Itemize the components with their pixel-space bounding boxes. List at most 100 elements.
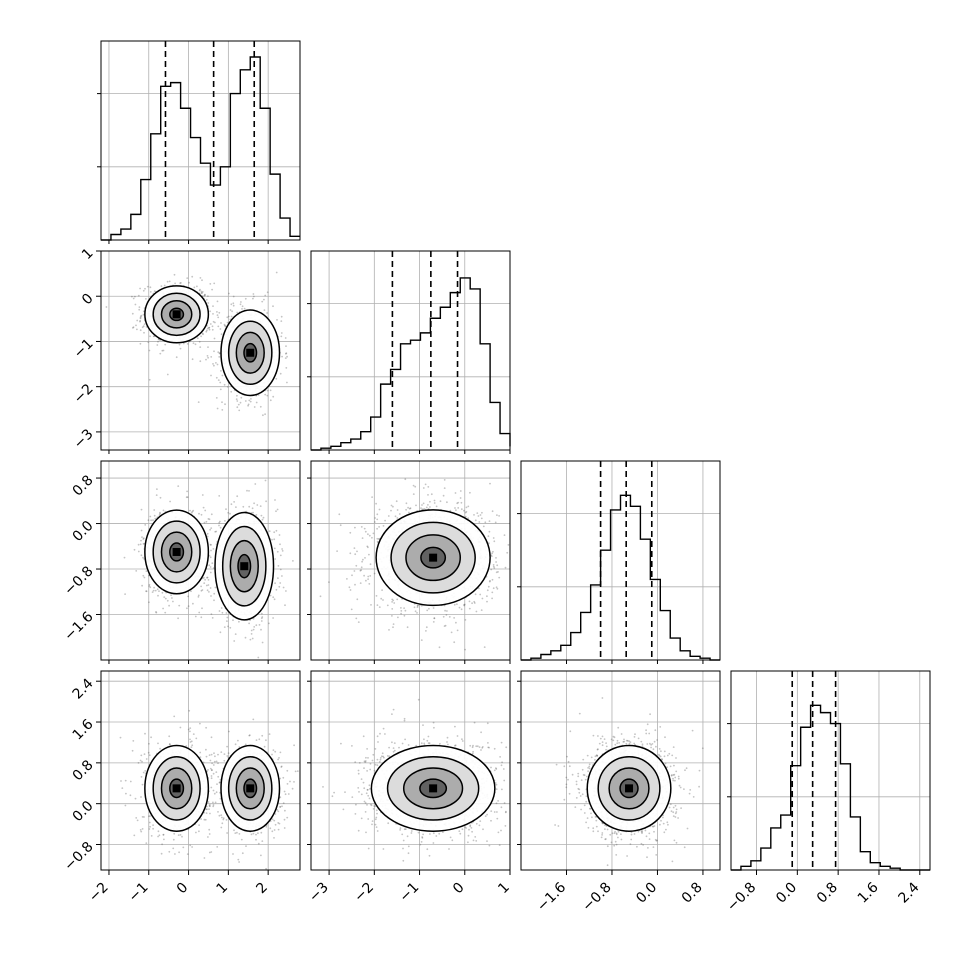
scatter-point: [378, 508, 381, 511]
scatter-point: [135, 570, 138, 572]
scatter-point: [468, 607, 471, 610]
contour-line: [235, 331, 265, 374]
scatter-point: [139, 319, 142, 322]
scatter-point: [396, 509, 399, 511]
scatter-point: [448, 616, 451, 618]
scatter-point: [464, 619, 467, 621]
scatter-point: [207, 346, 209, 348]
scatter-point: [375, 595, 378, 597]
scatter-point: [131, 312, 134, 315]
scatter-point: [132, 326, 135, 329]
contour-line: [169, 542, 185, 562]
scatter-point: [257, 656, 260, 659]
scatter-point: [137, 762, 140, 764]
scatter-point: [272, 395, 275, 398]
contour-line: [160, 300, 193, 329]
scatter-point: [141, 828, 144, 830]
scatter-point: [148, 742, 150, 745]
scatter-point: [512, 592, 514, 594]
scatter-point: [206, 576, 208, 579]
scatter-point: [275, 377, 278, 380]
scatter-point: [164, 343, 167, 346]
scatter-point: [408, 511, 410, 514]
scatter-point: [192, 733, 195, 735]
scatter-point: [216, 363, 219, 366]
contour-line: [152, 520, 201, 584]
scatter-point: [284, 357, 287, 359]
scatter-point: [150, 835, 153, 837]
scatter-point: [235, 398, 238, 401]
scatter-point: [137, 543, 140, 546]
scatter-point: [491, 552, 493, 555]
scatter-point: [212, 805, 215, 808]
scatter-point: [279, 554, 282, 557]
scatter-point: [200, 589, 203, 592]
scatter-point: [218, 521, 221, 524]
scatter-point: [186, 853, 189, 855]
panel-frame: [310, 250, 511, 451]
scatter-point: [132, 297, 135, 300]
scatter-point: [368, 583, 371, 585]
scatter-point: [391, 608, 394, 610]
scatter-point: [139, 329, 142, 332]
scatter-point: [480, 517, 483, 520]
scatter-point: [268, 622, 270, 625]
scatter-point: [145, 758, 148, 760]
scatter-point: [161, 843, 164, 846]
scatter-point: [477, 515, 480, 517]
scatter-point: [284, 604, 286, 607]
scatter-point: [187, 595, 190, 598]
scatter-point: [209, 812, 211, 815]
scatter-point: [376, 537, 379, 540]
scatter-point: [232, 302, 235, 305]
scatter-point: [188, 709, 191, 712]
scatter-point: [454, 507, 456, 509]
scatter-point: [212, 801, 214, 804]
scatter-point: [197, 401, 200, 403]
scatter-point: [208, 518, 211, 521]
scatter-point: [367, 533, 369, 536]
scatter-point: [142, 771, 145, 774]
scatter-point: [285, 367, 288, 369]
scatter-point: [408, 507, 411, 510]
scatter-point: [373, 572, 376, 575]
scatter-point: [141, 816, 144, 818]
scatter-point: [469, 491, 471, 494]
scatter-point: [253, 295, 255, 298]
scatter-point: [215, 362, 217, 364]
scatter-point: [444, 624, 447, 627]
scatter-point: [281, 550, 284, 552]
scatter-point: [261, 518, 264, 521]
scatter-point: [177, 485, 180, 487]
scatter-point: [484, 521, 487, 524]
scatter-point: [158, 590, 160, 592]
scatter-point: [192, 509, 195, 512]
scatter-point: [354, 583, 356, 586]
scatter-point: [356, 550, 358, 553]
scatter-point: [203, 294, 206, 297]
scatter-point: [208, 591, 210, 593]
scatter-point: [188, 281, 190, 284]
scatter-point: [196, 337, 199, 340]
contour-line: [237, 553, 252, 579]
scatter-point: [417, 604, 419, 607]
scatter-point: [201, 607, 203, 610]
scatter-point: [275, 588, 278, 591]
scatter-point: [149, 335, 152, 338]
scatter-point: [393, 602, 396, 604]
scatter-point: [203, 576, 205, 579]
scatter-point: [215, 530, 218, 533]
scatter-point: [205, 808, 208, 811]
scatter-point: [280, 315, 283, 318]
scatter-point: [213, 364, 215, 367]
scatter-point: [350, 608, 353, 611]
scatter-point: [349, 531, 352, 534]
scatter-point: [243, 307, 246, 310]
scatter-point: [158, 834, 161, 837]
scatter-point: [272, 305, 274, 308]
scatter-point: [454, 492, 457, 494]
scatter-point: [456, 629, 459, 632]
scatter-point: [159, 352, 162, 355]
scatter-point: [246, 489, 248, 492]
scatter-point: [367, 578, 369, 580]
